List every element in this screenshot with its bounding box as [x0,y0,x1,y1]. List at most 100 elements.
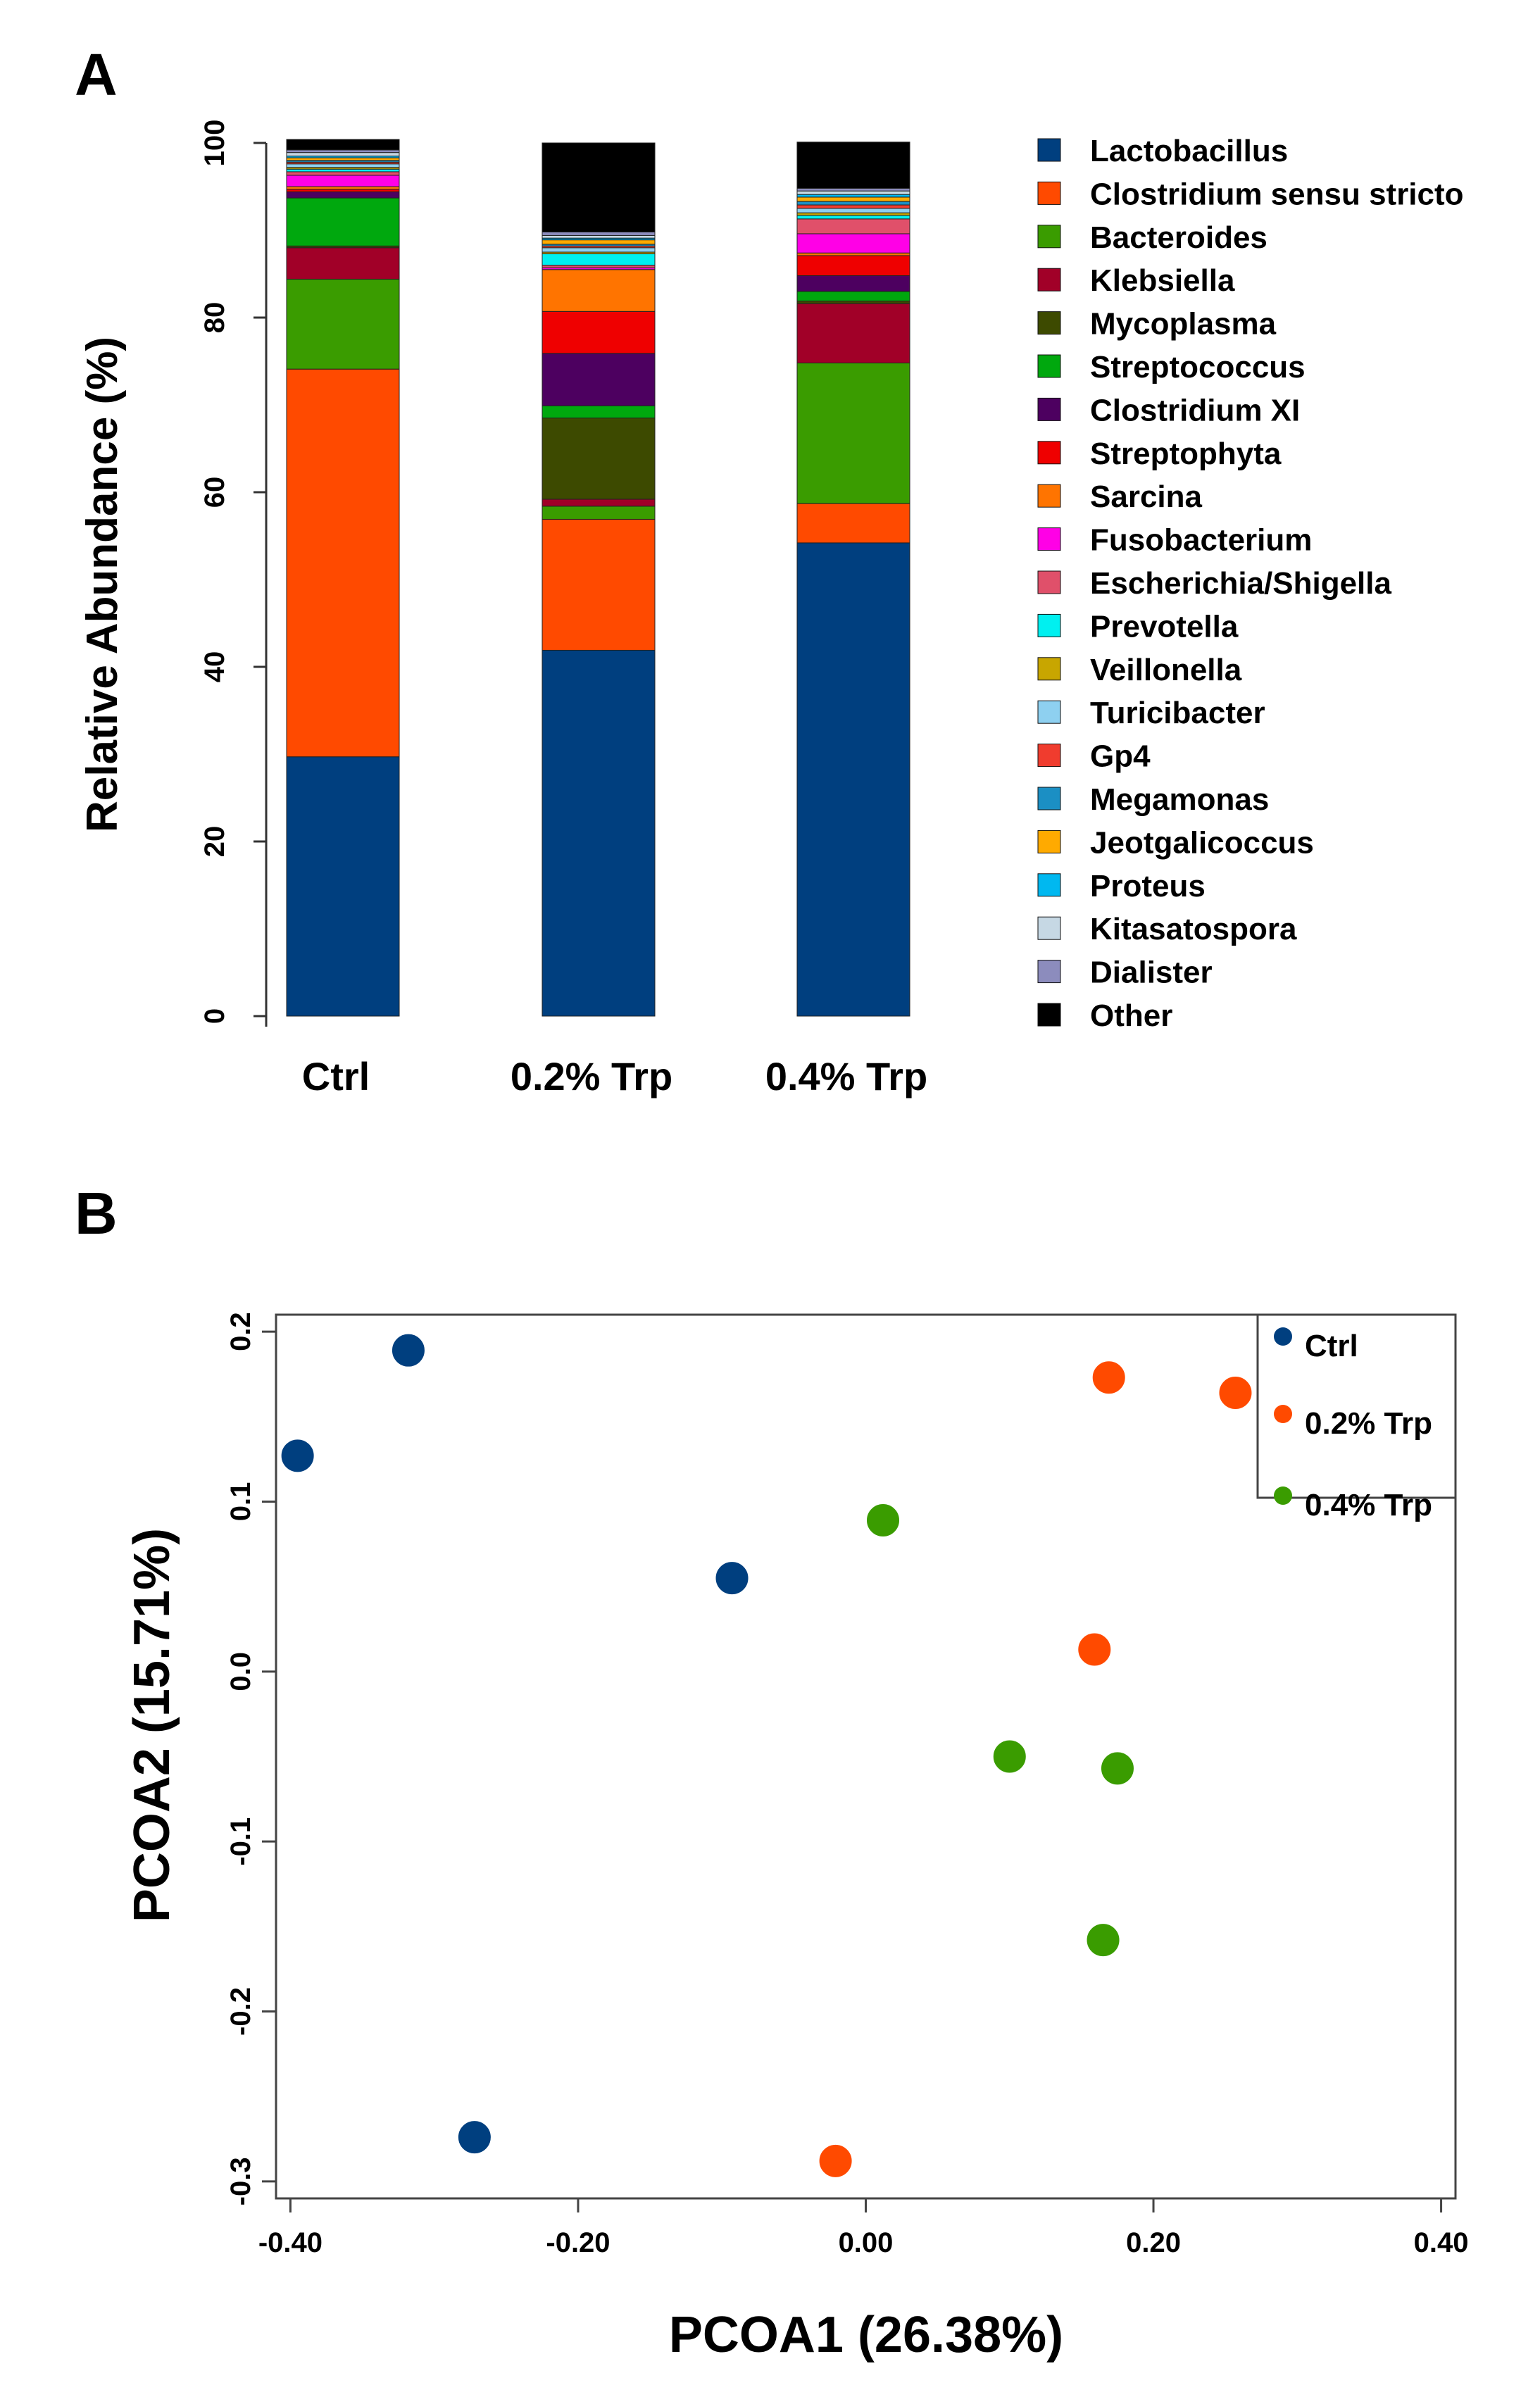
bar-segment [796,362,910,504]
legend-label: Klebsiella [1090,263,1235,298]
y-tick-label: 0.0 [225,1652,256,1691]
legend-swatch [1037,744,1061,768]
legend-item: Dialister [1037,956,1213,990]
legend-item: Other [1037,999,1172,1033]
legend-swatch [1037,916,1061,940]
y-tick-label: 0.1 [225,1482,256,1522]
data-point [714,1560,750,1596]
legend-swatch [1037,613,1061,637]
bar-segment [286,139,400,151]
legend-label: Dialister [1090,956,1213,990]
bar-segment [796,542,910,1017]
bar-segment [796,275,910,292]
series-points [818,1360,1253,2179]
bar-segment [796,252,910,256]
legend-item: Turicibacter [1037,696,1265,730]
legend-item: Streptophyta [1037,437,1282,471]
legend-swatch [1037,960,1061,984]
y-tick-label: 0 [199,1008,230,1024]
legend-item: Escherichia/Shigella [1037,566,1391,601]
legend-label: Clostridium XI [1090,393,1300,427]
bar-segment [796,190,910,195]
x-tick-label: 0.00 [839,2227,894,2258]
legend-item: Gp4 [1037,739,1151,774]
legend-label: Prevotella [1090,609,1239,644]
y-tick-label: -0.3 [225,2157,256,2205]
legend-label: Fusobacterium [1090,523,1312,558]
bar-segment [286,157,400,161]
y-axis-label: PCOA2 (15.71%) [124,1528,180,1922]
legend-box [1256,1313,1457,1499]
bar-segment [796,233,910,253]
bar-segment [796,300,910,304]
bar-segment [541,253,656,266]
legend-item: Proteus [1037,869,1206,903]
y-tick-label: -0.1 [225,1817,256,1866]
data-point [1091,1360,1127,1396]
y-tick-label: 100 [199,120,230,167]
bar-segment [286,152,400,157]
bar-segment [286,171,400,176]
legend-item: Klebsiella [1037,263,1235,298]
data-point [456,2120,492,2155]
bar-segment [796,503,910,544]
bar-segment [541,231,656,236]
panel-b-letter: B [75,1180,118,1246]
legend-label: Megamonas [1090,782,1269,817]
legend-swatch [1037,484,1061,508]
legend-item: Clostridium sensu stricto [1037,177,1464,211]
bar-segment [286,368,400,758]
legend-label: Jeotgalicoccus [1090,825,1314,860]
legend-item: Lactobacillus [1037,134,1288,168]
legend-label: Clostridium sensu stricto [1090,177,1464,211]
y-axis-ticks: -0.3 -0.2 -0.1 0.0 0.1 0.2 [225,1312,276,2205]
y-axis-ticks: 0 20 40 60 80 100 [199,120,266,1024]
legend-label: Gp4 [1090,739,1151,774]
legend-item: Bacteroides [1037,220,1267,255]
bar-segment [541,499,656,507]
legend-item: Ctrl [1274,1327,1358,1363]
legend-label: Streptophyta [1090,437,1282,471]
legend-item: Prevotella [1037,609,1239,644]
data-point [991,1739,1027,1774]
bar-segment [796,194,910,198]
legend-label: Kitasatospora [1090,912,1297,946]
legend-swatch [1037,873,1061,897]
legend-item: 0.4% Trp [1274,1486,1432,1522]
legend-item: Jeotgalicoccus [1037,825,1314,860]
bar-segment [286,191,400,199]
bar-stacks [286,139,910,1017]
bar-segment [796,212,910,216]
stacked-bar-chart: 0 20 40 60 80 100 Relative Abundance (%) Ctrl… [78,120,1464,1098]
data-point [280,1438,315,1474]
category-label: 0.4% Trp [765,1054,927,1098]
bar-segment [796,204,910,209]
bar-segment [541,247,656,253]
y-axis-label: Relative Abundance (%) [78,337,127,832]
x-axis-label: PCOA1 (26.38%) [669,2307,1063,2363]
bar-segment [541,506,656,520]
legend-swatch [1037,354,1061,378]
bar-segment [286,247,400,280]
data-point [865,1503,901,1539]
legend-label: Escherichia/Shigella [1090,566,1391,601]
bar-segment [286,163,400,168]
series-points [280,1332,750,2155]
y-tick-label: 0.2 [225,1312,256,1351]
bar-segment [286,186,400,190]
bar-segment [796,303,910,363]
bar-segment [541,234,656,239]
bar-segment [796,218,910,234]
legend-item: Streptococcus [1037,350,1306,384]
legend-swatch [1037,830,1061,853]
bar-segment [541,518,656,651]
bar-segment [541,269,656,312]
legend-marker [1274,1327,1292,1346]
bar-segment [541,353,656,406]
bar-segment [541,405,656,419]
legend-label: Turicibacter [1090,696,1265,730]
legend-swatch [1037,1003,1061,1027]
bar-segment [541,418,656,500]
legend-label: Ctrl [1305,1329,1358,1363]
